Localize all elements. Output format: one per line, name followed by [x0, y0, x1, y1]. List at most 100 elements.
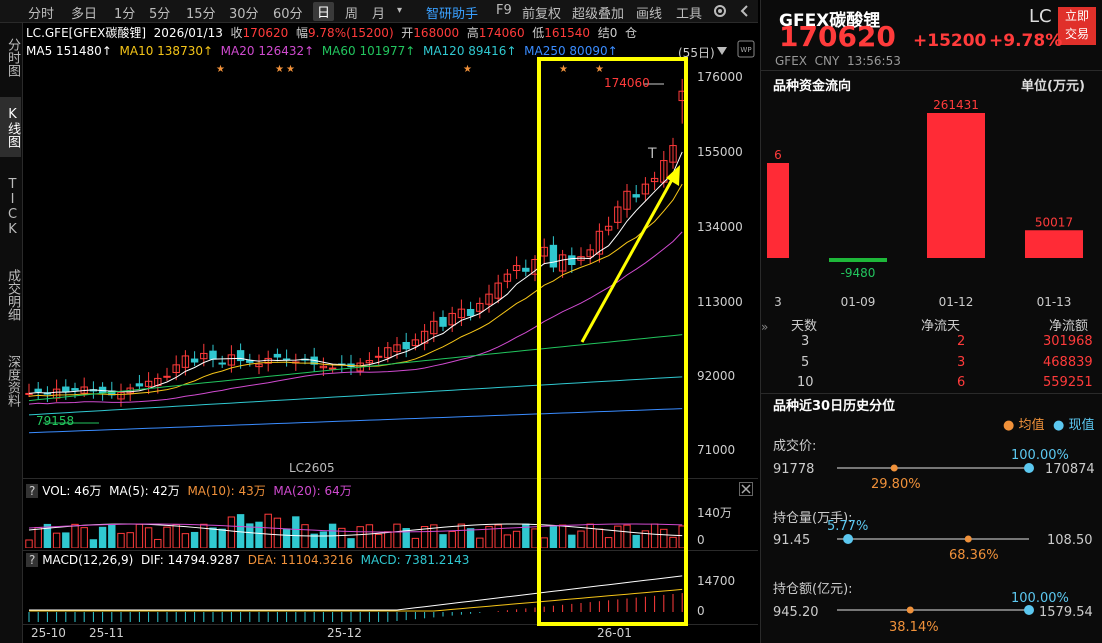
help-icon[interactable]: ?	[26, 553, 39, 567]
quote-meta: GFEX CNY 13:56:53	[775, 54, 901, 68]
macd-title: MACD(12,26,9)	[42, 553, 134, 567]
f9-button[interactable]: F9	[496, 3, 512, 18]
open-value: 168000	[413, 26, 460, 40]
event-star-icon: ★	[286, 64, 295, 75]
contract-code: LC.GFE[GFEX碳酸锂]	[26, 26, 147, 40]
hist-current-pct: 100.00%	[1011, 591, 1069, 606]
nav-intraday-chart[interactable]: 分时图	[5, 37, 20, 77]
slider-current-dot	[843, 534, 854, 544]
chevron-left-icon[interactable]	[738, 4, 752, 18]
volume-bar	[190, 531, 199, 548]
tab-15min[interactable]: 15分	[186, 7, 216, 22]
volume-chart[interactable]	[23, 500, 695, 548]
help-icon[interactable]: ?	[26, 484, 39, 498]
nav-tick[interactable]: TICK	[5, 177, 20, 237]
volume-bar	[430, 524, 438, 548]
tab-monthly[interactable]: 月	[372, 7, 386, 22]
dea-value: DEA: 11104.3216	[247, 553, 353, 567]
close-icon[interactable]	[739, 482, 753, 496]
volume-bar	[512, 530, 521, 548]
slider-average-dot	[906, 606, 914, 614]
flow-date-label: 01-12	[939, 295, 974, 309]
divider	[761, 393, 1102, 394]
candle-body	[209, 350, 217, 360]
tools-button[interactable]: 工具	[676, 7, 703, 22]
volume-bar	[34, 526, 42, 548]
hist-label: 持仓量(万手):	[773, 511, 853, 526]
table-cell: 3	[957, 355, 966, 370]
legend-average-label: 均值	[1018, 418, 1045, 433]
divider	[761, 70, 1102, 71]
candle-body	[549, 244, 558, 268]
overlay-button[interactable]: 超级叠加	[572, 7, 625, 22]
volume-bar	[494, 524, 502, 548]
adjust-button[interactable]: 前复权	[522, 7, 562, 22]
volume-bar	[255, 521, 263, 548]
divider	[23, 624, 758, 625]
slider-current-dot	[1024, 463, 1034, 473]
flow-header-netamount: 净流额	[1049, 319, 1089, 334]
nav-kline-chart[interactable]: K线图	[0, 97, 21, 157]
instrument-code: LC	[1029, 6, 1052, 27]
tab-intraday[interactable]: 分时	[28, 7, 55, 22]
volume-bar	[209, 527, 217, 548]
candle-body	[172, 364, 180, 374]
period-dropdown-icon[interactable]: ▾	[397, 5, 403, 16]
candle-body	[623, 190, 631, 210]
annotation-arrow	[580, 165, 680, 343]
ma5-value: MA5 151480↑	[26, 44, 112, 58]
t-marker: T	[648, 146, 657, 162]
draw-button[interactable]: 画线	[636, 7, 663, 22]
table-cell: 6	[957, 375, 966, 390]
vol-ma20: MA(20): 64万	[273, 484, 352, 498]
tab-daily[interactable]: 日	[313, 2, 335, 21]
nav-depth-info[interactable]: 深度资料	[5, 355, 20, 407]
candle-body	[365, 360, 374, 364]
flow-bar-label: 6	[774, 148, 782, 162]
candle-body	[586, 249, 594, 258]
trade-button[interactable]: 立即 交易	[1058, 7, 1096, 45]
low-price-marker: 79158	[36, 414, 75, 428]
price-tick: 113000	[697, 295, 743, 309]
low-value: 161540	[544, 26, 591, 40]
volume-bar	[135, 523, 144, 548]
tab-multiday[interactable]: 多日	[71, 7, 98, 22]
volume-bar	[89, 539, 98, 548]
gear-icon[interactable]	[712, 3, 728, 19]
kline-chart[interactable]: ★ ★ ★ ★ ★ ★	[23, 62, 695, 462]
volume-bar	[319, 531, 328, 548]
ma60-line	[28, 334, 683, 402]
tab-1min[interactable]: 1分	[114, 7, 136, 22]
volume-bar	[200, 523, 208, 548]
volume-bar	[384, 531, 392, 548]
svg-text:WP: WP	[740, 46, 751, 54]
volume-bar	[586, 523, 594, 548]
close-value: 170620	[242, 26, 289, 40]
period-count: (55日)	[678, 46, 715, 60]
macd-chart[interactable]	[23, 570, 695, 622]
candle-body	[135, 383, 144, 387]
last-price: 170620	[779, 20, 896, 53]
dif-line	[29, 575, 683, 611]
candle-body	[402, 341, 410, 350]
flow-bar	[829, 258, 887, 262]
volume-bar	[218, 528, 226, 548]
collapse-down-icon[interactable]	[716, 46, 728, 56]
assistant-button[interactable]: 智研助手	[426, 7, 479, 22]
volume-bar	[641, 530, 650, 548]
wp-icon[interactable]: WP	[737, 40, 755, 58]
date-tick: 26-01	[597, 626, 632, 640]
candle-body	[328, 367, 337, 370]
tab-weekly[interactable]: 周	[345, 7, 359, 22]
nav-trade-detail[interactable]: 成交明细	[5, 269, 20, 321]
expand-arrow-icon[interactable]: »	[761, 320, 769, 334]
tab-30min[interactable]: 30分	[229, 7, 259, 22]
tab-5min[interactable]: 5分	[149, 7, 171, 22]
tab-60min[interactable]: 60分	[273, 7, 303, 22]
history-percentile-title: 品种近30日历史分位	[773, 399, 896, 414]
volume-bar	[660, 528, 668, 548]
candle-body	[568, 255, 576, 265]
candle-body	[163, 375, 171, 378]
volume-bar	[604, 537, 613, 548]
volume-bar	[356, 526, 364, 548]
